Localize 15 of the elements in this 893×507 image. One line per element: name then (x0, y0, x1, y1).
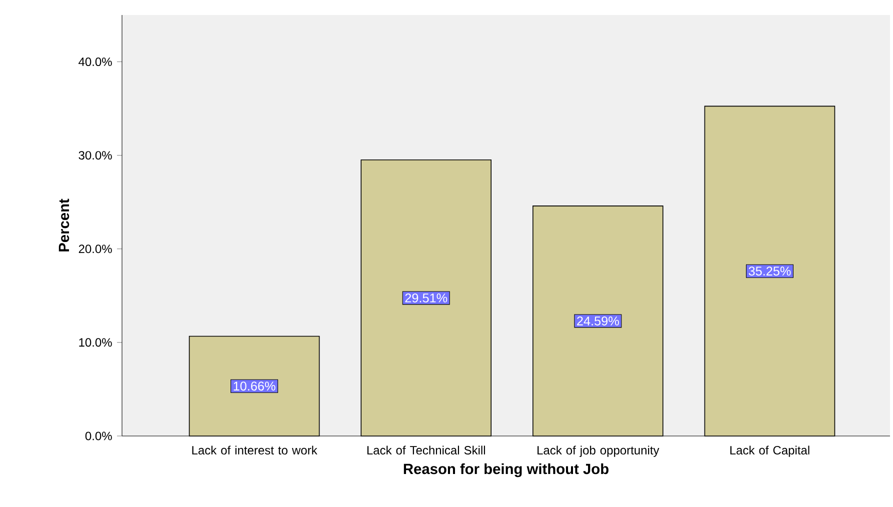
y-tick-label: 0.0% (85, 432, 112, 440)
y-tick-label: 30.0% (78, 151, 112, 160)
y-tick-label: 20.0% (78, 244, 112, 254)
x-tick-label: Lack of Technical Skill (367, 446, 485, 455)
data-label: 35.25% (748, 266, 791, 276)
x-tick-label: Lack of Capital (730, 446, 810, 457)
data-label: 29.51% (405, 293, 448, 302)
x-tick-label: Lack of job opportunity (538, 446, 660, 457)
y-tick-label: 40.0% (78, 58, 112, 66)
x-tick-label: Lack of interest to work (192, 446, 318, 455)
y-tick-label: 10.0% (79, 338, 112, 347)
y-axis-title: Percent (58, 198, 70, 252)
x-axis-title: Reason for being without Job (404, 463, 608, 478)
data-label: 24.59% (577, 316, 619, 326)
data-label: 10.66% (234, 382, 276, 391)
